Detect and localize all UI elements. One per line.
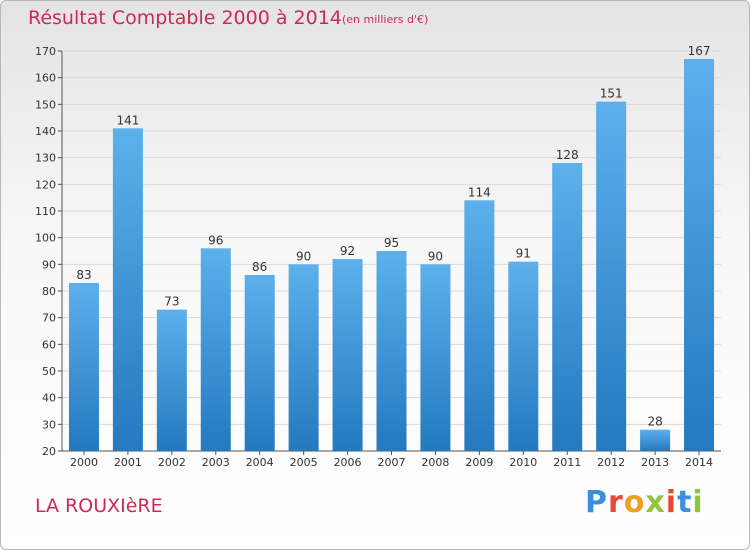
logo-letter: x [645,485,666,520]
bar-2014 [684,59,715,451]
data-label-2000: 83 [76,268,91,282]
logo-letter: t [677,485,693,520]
y-tick-label-120: 120 [35,178,56,191]
chart-title: Résultat Comptable 2000 à 2014 [28,7,342,29]
bar-2003 [200,248,231,451]
data-label-2010: 91 [516,247,531,261]
x-tick-label-2012: 2012 [597,456,625,469]
data-label-2014: 167 [688,44,711,58]
data-label-2008: 90 [428,249,443,263]
data-label-2011: 128 [556,148,579,162]
proxiti-logo: Proxiti [585,485,704,520]
y-tick-label-40: 40 [42,392,56,405]
y-tick-label-70: 70 [42,312,56,325]
y-tick-label-150: 150 [35,98,56,111]
x-tick-label-2014: 2014 [685,456,713,469]
y-tick-label-30: 30 [42,418,56,431]
x-tick-label-2003: 2003 [202,456,230,469]
y-tick-label-160: 160 [35,72,56,85]
bar-2012 [596,101,627,452]
x-tick-label-2000: 2000 [70,456,98,469]
y-tick-label-140: 140 [35,125,56,138]
logo-letter: P [585,485,608,520]
bar-2010 [508,261,539,451]
y-tick-labels: 20 30 40 50 60 70 80 90 100 110 120 130 140 150 160 170 [35,45,56,458]
y-tick-label-20: 20 [42,445,56,458]
y-tick-label-130: 130 [35,152,56,165]
data-label-2007: 95 [384,236,399,250]
x-tick-label-2005: 2005 [290,456,318,469]
x-tick-label-2001: 2001 [114,456,142,469]
x-tick-labels: 2000 2001 2002 2003 2004 2005 2006 2007 2008 2009… [70,456,713,469]
place-name: LA ROUXIèRE [35,495,163,517]
data-label-2012: 151 [600,87,623,101]
x-tick-label-2010: 2010 [509,456,537,469]
bar-2009 [464,200,495,451]
chart-subtitle: (en milliers d'€) [342,13,429,26]
y-tick-label-170: 170 [35,45,56,58]
data-label-2006: 92 [340,244,355,258]
data-label-2013: 28 [647,415,662,429]
x-tick-label-2004: 2004 [246,456,274,469]
bar-2006 [332,259,363,451]
bar-2011 [552,163,583,451]
x-tick-label-2013: 2013 [641,456,669,469]
y-tick-label-100: 100 [35,232,56,245]
bar-2013 [640,429,671,451]
bar-2007 [376,251,407,451]
x-tick-label-2006: 2006 [334,456,362,469]
y-tick-label-90: 90 [42,258,56,271]
data-label-2001: 141 [116,113,139,127]
data-label-2003: 96 [208,233,223,247]
data-label-2002: 73 [164,295,179,309]
data-label-2004: 86 [252,260,267,274]
x-tick-label-2007: 2007 [378,456,406,469]
y-tick-label-50: 50 [42,365,56,378]
bar-2005 [288,264,319,451]
logo-letter: i [692,485,704,520]
data-label-2009: 114 [468,185,491,199]
bar-2001 [112,128,143,451]
bar-2008 [420,264,451,451]
x-tick-label-2009: 2009 [465,456,493,469]
x-tick-label-2002: 2002 [158,456,186,469]
y-tick-label-110: 110 [35,205,56,218]
bars [68,59,715,452]
y-tick-label-60: 60 [42,338,56,351]
logo-letter: i [665,485,678,520]
bar-2000 [68,283,99,451]
data-labels: 83 141 73 96 86 90 92 95 90 114 91 128 151 28 167 [76,44,710,429]
bar-2002 [156,309,187,451]
logo-letter: o [623,485,646,520]
bar-2004 [244,275,275,451]
data-label-2005: 90 [296,249,311,263]
logo-letter: r [608,485,624,520]
x-tick-label-2008: 2008 [421,456,449,469]
x-tick-label-2011: 2011 [553,456,581,469]
y-tick-label-80: 80 [42,285,56,298]
